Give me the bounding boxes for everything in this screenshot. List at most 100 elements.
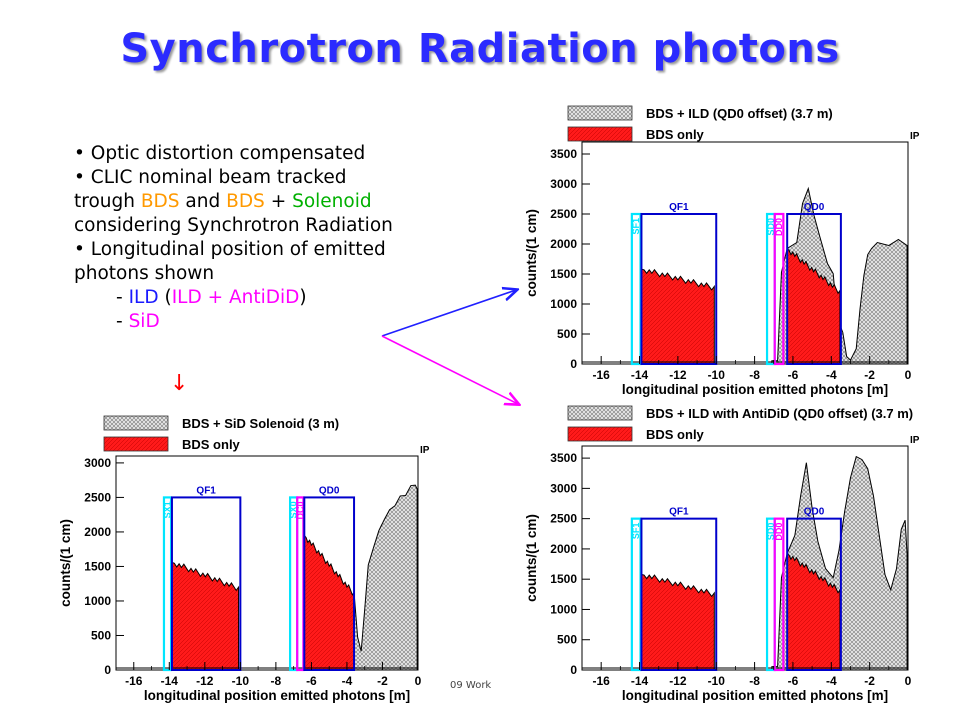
x-tick-label: -2: [864, 368, 875, 382]
text-trough: trough: [74, 191, 141, 212]
x-tick-label: -4: [342, 674, 353, 688]
x-tick-label: -12: [196, 674, 214, 688]
magnet-qf1: [640, 213, 718, 365]
y-axis-title: counts/(1 cm): [58, 519, 73, 607]
y-tick-label: 1000: [550, 297, 577, 311]
x-tick-label: -2: [864, 674, 875, 688]
bullet-clic-beam: • CLIC nominal beam tracked: [74, 167, 347, 188]
magnet-dd0: [773, 517, 785, 672]
ip-label: IP: [910, 131, 920, 142]
text-dash-2: -: [116, 311, 129, 332]
x-tick-label: -16: [125, 674, 143, 688]
x-tick-label: -8: [271, 674, 282, 688]
ip-label: IP: [910, 435, 920, 446]
text-and: and: [179, 191, 227, 212]
bullet-list: • Optic distortion compensated • CLIC no…: [74, 142, 494, 334]
text-bds: BDS: [140, 191, 180, 212]
y-tick-label: 1500: [550, 572, 577, 586]
legend-swatch-combined: [103, 415, 169, 431]
text-bds-2: BDS: [226, 191, 265, 212]
legend-swatch-bds-only: [567, 126, 633, 142]
histogram-ild: BDS + ILD (QD0 offset) (3.7 m) BDS only SF…: [524, 105, 920, 397]
y-tick-label: 2500: [84, 490, 111, 504]
text-ild: ILD: [128, 287, 159, 308]
magnet-dd0: [773, 212, 785, 366]
legend-swatch-bds-only: [103, 436, 169, 452]
magnet-label-dc0: DC0: [295, 501, 305, 519]
y-tick-label: 0: [570, 357, 577, 371]
y-tick-label: 500: [557, 633, 577, 647]
magnet-qd0: [786, 213, 842, 365]
x-tick-label: 0: [905, 674, 912, 688]
x-tick-label: -6: [788, 368, 799, 382]
y-tick-label: 500: [91, 628, 111, 642]
y-tick-label: 1000: [84, 594, 111, 608]
text-dash: -: [116, 287, 129, 308]
y-tick-label: 3500: [550, 451, 577, 465]
series-bds-only-block-2: [303, 534, 355, 671]
legend-label-combined: BDS + ILD with AntiDiD (QD0 offset) (3.7…: [646, 406, 913, 421]
x-tick-label: -4: [826, 674, 837, 688]
x-tick-label: -14: [161, 674, 179, 688]
chart-legend: BDS + SiD Solenoid (3 m) BDS only: [103, 415, 339, 452]
bullet-ild: - ILD (ILD + AntiDiD): [74, 286, 494, 310]
series-bds-only-block-1: [640, 268, 715, 365]
magnet-qf1: [640, 517, 718, 671]
x-tick-label: 0: [905, 368, 912, 382]
y-tick-label: 3000: [84, 456, 111, 470]
ip-label: IP: [420, 445, 430, 456]
bullet-optic: • Optic distortion compensated: [74, 143, 366, 164]
legend-label-combined: BDS + ILD (QD0 offset) (3.7 m): [646, 106, 833, 121]
bullet-sr-line: considering Synchrotron Radiation: [74, 215, 393, 236]
series-bds-only-block-2: [786, 247, 841, 365]
down-arrow-icon: ↓: [170, 371, 189, 396]
arrow-to-antidid-chart: [381, 335, 518, 404]
histogram-sid: BDS + SiD Solenoid (3 m) BDS only SX1 QF1 SX…: [58, 415, 430, 703]
text-paren-close: ): [299, 287, 307, 308]
x-tick-label: -6: [306, 674, 317, 688]
x-axis-title: longitudinal position emitted photons [m…: [622, 688, 888, 703]
x-tick-label: -6: [788, 674, 799, 688]
magnet-label-dd0: DD0: [774, 218, 784, 236]
bullet-trough-line: trough BDS and BDS + Solenoid: [74, 190, 494, 214]
text-plus: +: [264, 191, 293, 212]
magnet-label-sx0: SX0: [289, 501, 299, 518]
x-tick-label: -12: [669, 368, 687, 382]
histogram-ild-antidid: BDS + ILD with AntiDiD (QD0 offset) (3.7…: [524, 405, 920, 703]
y-tick-label: 500: [557, 327, 577, 341]
y-axis-title: counts/(1 cm): [524, 209, 539, 297]
text-sid: SiD: [128, 311, 160, 332]
x-tick-label: -16: [593, 368, 611, 382]
magnet-label-dd0: DD0: [774, 523, 784, 541]
magnet-label-sf1: SF1: [631, 218, 641, 235]
plot-frame: [581, 141, 909, 365]
magnet-label-sd0: SD0: [766, 523, 776, 541]
bullet-longitudinal: • Longitudinal position of emitted: [74, 239, 386, 260]
chart-legend: BDS + ILD (QD0 offset) (3.7 m) BDS only: [567, 105, 833, 142]
legend-swatch-bds-only: [567, 426, 633, 442]
text-solenoid: Solenoid: [292, 191, 372, 212]
y-tick-label: 0: [104, 663, 111, 677]
y-tick-label: 2000: [84, 525, 111, 539]
magnet-label-qf1: QF1: [196, 485, 216, 496]
x-axis-title: longitudinal position emitted photons [m…: [144, 688, 410, 703]
y-tick-label: 2500: [550, 207, 577, 221]
bullet-photons-shown: photons shown: [74, 263, 215, 284]
x-tick-label: -10: [708, 674, 726, 688]
chart-legend: BDS + ILD with AntiDiD (QD0 offset) (3.7…: [567, 405, 913, 442]
x-tick-label: -14: [631, 674, 649, 688]
x-tick-label: -10: [232, 674, 250, 688]
magnet-qf1: [170, 496, 242, 671]
series-bds-only-block-2: [786, 552, 841, 671]
x-tick-label: -12: [669, 674, 687, 688]
series-bds-only-block-1: [640, 573, 715, 671]
text-paren-open: (: [158, 287, 172, 308]
y-tick-label: 1500: [550, 267, 577, 281]
y-tick-label: 3000: [550, 481, 577, 495]
magnet-label-sd0: SD0: [766, 218, 776, 236]
legend-label-bds-only: BDS only: [646, 127, 705, 142]
text-ild-antidid: ILD + AntiDiD: [171, 287, 300, 308]
magnet-label-qd0: QD0: [319, 485, 340, 496]
x-tick-label: -8: [749, 368, 760, 382]
magnet-label-sx1: SX1: [163, 501, 173, 518]
